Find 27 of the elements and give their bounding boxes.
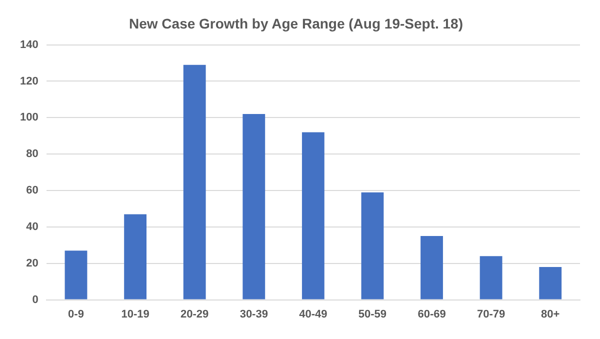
- bar: [420, 236, 443, 300]
- y-tick-label: 40: [26, 220, 38, 233]
- bar: [361, 192, 384, 300]
- y-tick-label: 140: [20, 38, 38, 51]
- bar: [64, 250, 88, 300]
- y-tick-label: 120: [20, 75, 38, 88]
- x-tick-label: 50-59: [358, 308, 387, 320]
- bar: [480, 256, 502, 300]
- y-tick-label: 0: [32, 294, 38, 306]
- y-tick-label: 80: [26, 148, 38, 160]
- x-tick-label: 80+: [541, 308, 560, 320]
- bar: [183, 64, 206, 300]
- y-tick-label: 20: [26, 257, 38, 270]
- bar: [539, 267, 562, 300]
- x-tick-label: 0-9: [68, 308, 84, 320]
- x-tick-label: 30-39: [240, 308, 268, 320]
- x-tick-label: 70-79: [476, 308, 506, 320]
- x-tick-label: 40-49: [299, 308, 328, 320]
- y-tick-label: 60: [26, 184, 38, 197]
- chart-title: New Case Growth by Age Range (Aug 19-Sept. 18): [129, 15, 463, 32]
- bar: [242, 114, 266, 300]
- bar: [124, 214, 146, 300]
- x-tick-label: 10-19: [121, 308, 150, 320]
- x-tick-label: 20-29: [180, 308, 209, 320]
- bar: [302, 132, 324, 300]
- y-tick-label: 100: [20, 112, 38, 124]
- x-tick-label: 60-69: [418, 308, 446, 320]
